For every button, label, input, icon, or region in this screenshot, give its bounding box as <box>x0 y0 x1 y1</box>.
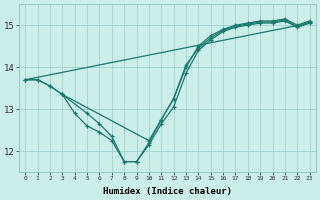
X-axis label: Humidex (Indice chaleur): Humidex (Indice chaleur) <box>103 187 232 196</box>
